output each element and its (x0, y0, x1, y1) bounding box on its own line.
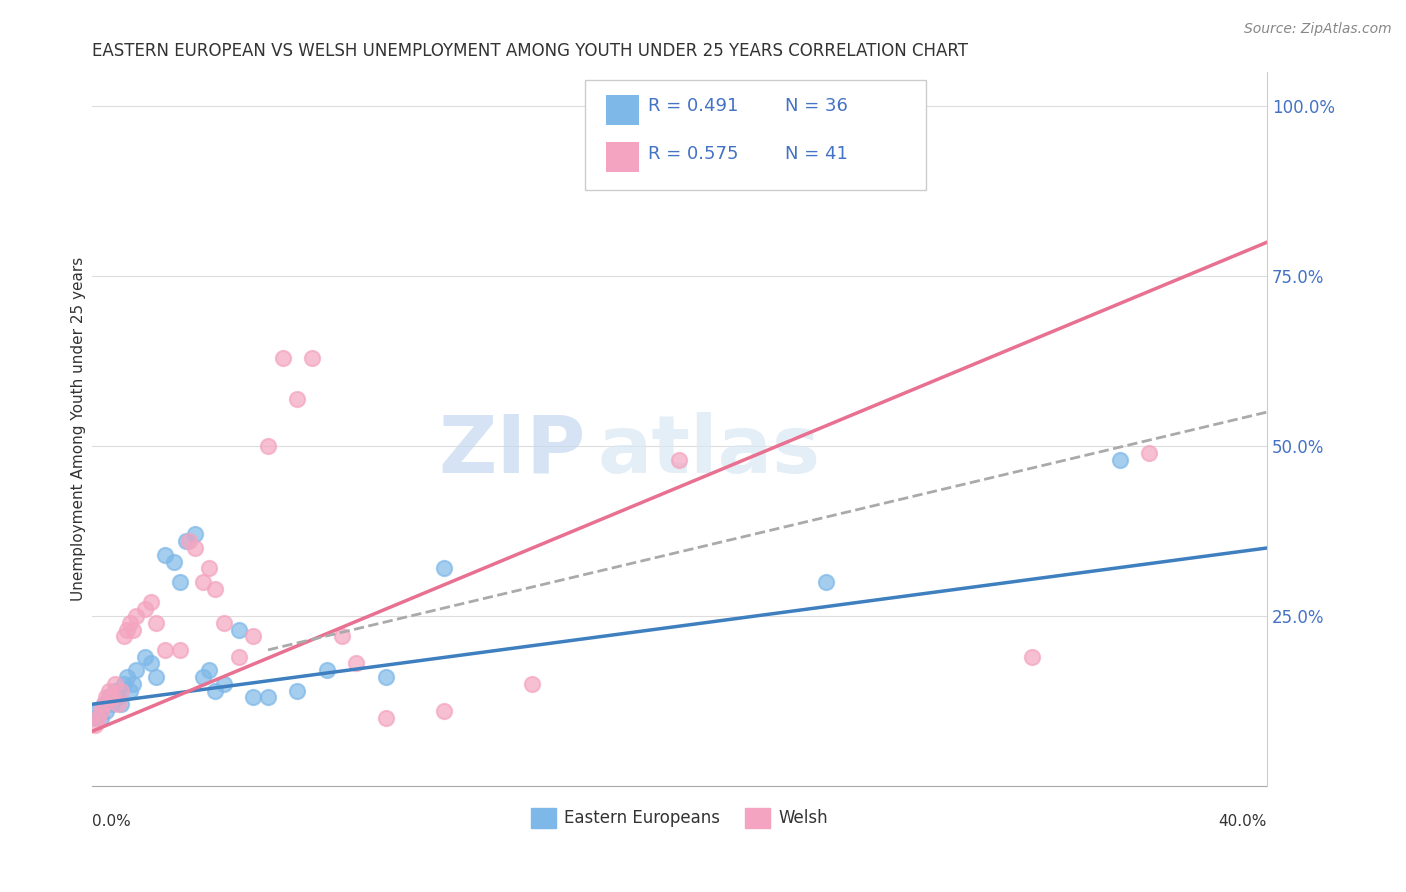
Bar (606, 143, 640, 172)
Point (169, 643, 191, 657)
Point (90, 704, 112, 718)
Point (193, 574, 215, 589)
Point (1021, 649, 1043, 664)
Point (83, 717, 105, 731)
Bar (606, 95, 640, 125)
FancyBboxPatch shape (585, 79, 927, 190)
Point (257, 439, 280, 453)
Point (198, 663, 221, 677)
Point (815, 574, 838, 589)
Point (374, 670, 396, 684)
Legend: Eastern Europeans, Welsh: Eastern Europeans, Welsh (524, 801, 835, 835)
Text: 40.0%: 40.0% (1219, 814, 1267, 830)
Point (242, 629, 264, 643)
Point (212, 615, 235, 630)
Point (212, 677, 235, 691)
Point (155, 643, 177, 657)
Point (145, 670, 167, 684)
Text: N = 41: N = 41 (785, 145, 848, 162)
Point (115, 623, 138, 637)
Point (93, 698, 115, 712)
Point (183, 541, 205, 555)
Point (118, 615, 141, 630)
Point (204, 683, 226, 698)
Point (1137, 446, 1160, 460)
Text: EASTERN EUROPEAN VS WELSH UNEMPLOYMENT AMONG YOUTH UNDER 25 YEARS CORRELATION CH: EASTERN EUROPEAN VS WELSH UNEMPLOYMENT A… (91, 42, 967, 60)
Text: 0.0%: 0.0% (91, 814, 131, 830)
Point (344, 657, 367, 671)
Point (115, 670, 138, 684)
Point (122, 677, 145, 691)
Point (169, 574, 191, 589)
Point (93, 698, 115, 712)
Point (204, 582, 226, 596)
Point (96, 690, 118, 705)
Point (287, 392, 309, 406)
Point (125, 609, 148, 624)
Point (155, 548, 177, 562)
Point (522, 677, 544, 691)
Point (315, 663, 337, 677)
Point (228, 623, 250, 637)
Point (433, 704, 456, 718)
Text: N = 36: N = 36 (785, 97, 848, 115)
Point (433, 561, 456, 575)
Point (98, 690, 121, 705)
Point (96, 704, 118, 718)
Point (177, 534, 200, 549)
Point (134, 602, 156, 616)
Point (122, 623, 145, 637)
Point (1109, 452, 1132, 467)
Point (330, 629, 353, 643)
Point (107, 698, 129, 712)
Point (90, 711, 112, 725)
Point (104, 683, 127, 698)
Point (145, 615, 167, 630)
Point (727, 106, 749, 120)
Point (104, 677, 127, 691)
Point (163, 555, 186, 569)
Point (287, 683, 309, 698)
Point (174, 534, 197, 549)
Point (101, 698, 124, 712)
Point (86, 711, 108, 725)
Text: R = 0.575: R = 0.575 (648, 145, 738, 162)
Text: Source: ZipAtlas.com: Source: ZipAtlas.com (1244, 22, 1392, 37)
Point (242, 690, 264, 705)
Point (271, 351, 294, 365)
Point (101, 690, 124, 705)
Point (107, 690, 129, 705)
Point (139, 657, 162, 671)
Point (139, 595, 162, 609)
Point (668, 452, 690, 467)
Point (193, 670, 215, 684)
Point (98, 683, 121, 698)
Point (134, 649, 156, 664)
Point (301, 351, 323, 365)
Point (112, 677, 135, 691)
Point (228, 649, 250, 664)
Text: atlas: atlas (598, 411, 820, 490)
Point (86, 704, 108, 718)
Point (183, 527, 205, 541)
Point (118, 683, 141, 698)
Point (83, 711, 105, 725)
Text: R = 0.491: R = 0.491 (648, 97, 738, 115)
Y-axis label: Unemployment Among Youth under 25 years: Unemployment Among Youth under 25 years (72, 257, 86, 601)
Point (374, 711, 396, 725)
Point (110, 698, 132, 712)
Point (125, 663, 148, 677)
Point (198, 561, 221, 575)
Point (112, 629, 135, 643)
Text: ZIP: ZIP (439, 411, 585, 490)
Point (257, 690, 280, 705)
Point (110, 683, 132, 698)
